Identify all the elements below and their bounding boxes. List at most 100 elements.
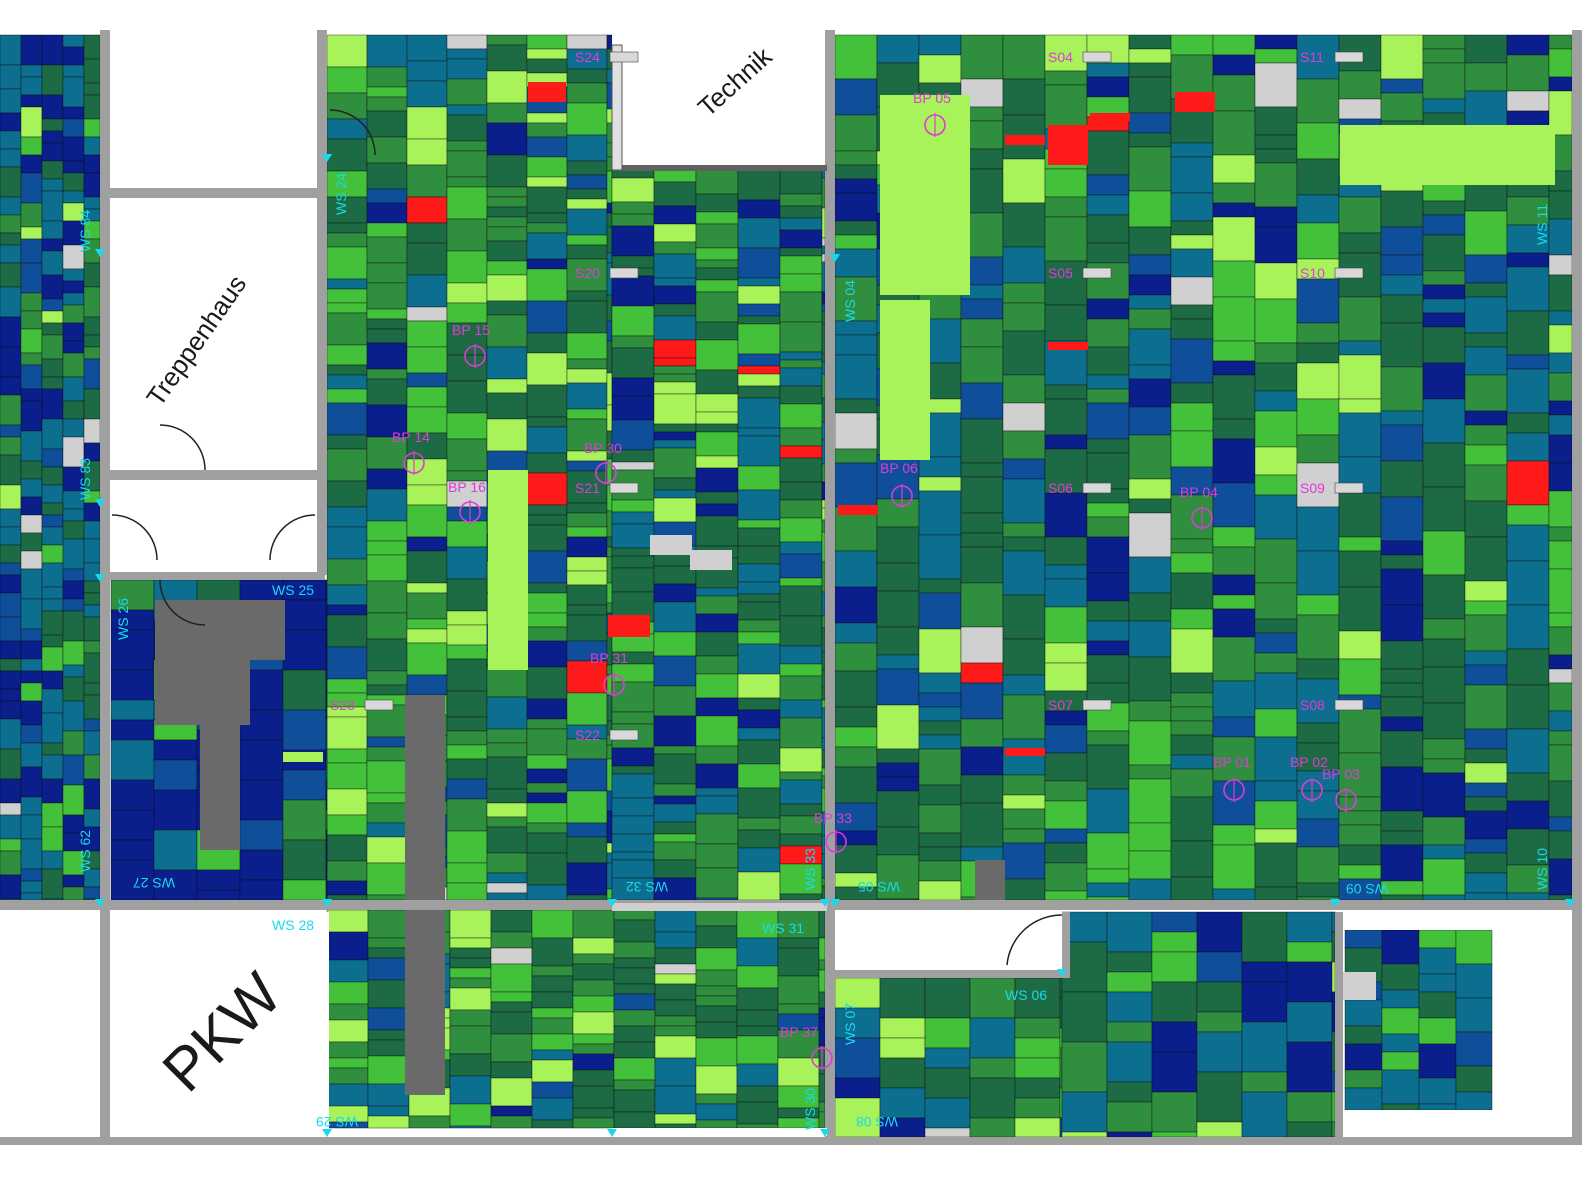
heatmap-cell-708: [737, 673, 781, 699]
heatmap-cell-286: [366, 554, 408, 582]
heatmap-cell-365: [446, 546, 488, 580]
heatmap-cell-1196: [1338, 658, 1382, 696]
heatmap-cell-1281: [1464, 346, 1508, 376]
heatmap-cell-360: [446, 438, 488, 472]
heatmap-cell-939: [1002, 478, 1046, 524]
heatmap-cell-826: [834, 726, 878, 748]
heatmap-cell-1185: [1338, 296, 1382, 342]
heatmap-cell-536: [606, 510, 613, 538]
heatmap-cell-1659: [1196, 1071, 1243, 1123]
heatmap-cell-1051: [1128, 778, 1172, 824]
heatmap-cell-1346: [1548, 372, 1573, 402]
heatmap-cell-919: [960, 718, 1004, 748]
heatmap-cell-705: [737, 619, 781, 633]
wall-v4: [1572, 30, 1582, 1142]
heatmap-cell-1575: [777, 937, 820, 949]
heatmap-cell-1585: [818, 909, 826, 939]
heatmap-cell-1702: [1418, 1017, 1457, 1045]
heatmap-cell-94: [41, 220, 64, 240]
heatmap-cell-651: [695, 339, 739, 371]
heatmap-cell-916: [960, 626, 1004, 664]
heatmap-cell-1020: [1086, 868, 1130, 884]
heatmap-cell-913: [960, 532, 1004, 548]
heatmap-cell-568: [611, 347, 655, 379]
heatmap-cell-758: [779, 893, 823, 901]
heatmap-cell-1674: [1331, 911, 1336, 933]
heatmap-cell-573: [611, 461, 655, 471]
heatmap-cell-479: [566, 234, 608, 246]
heatmap-cell-348: [446, 140, 488, 152]
wall-station-label: WS 24: [333, 173, 349, 215]
heatmap-cell-91: [41, 160, 64, 180]
heatmap-cell-1414: [282, 629, 327, 671]
heatmap-cell-1323: [1506, 560, 1550, 606]
heatmap-cell-1060: [1170, 192, 1214, 222]
sensor-label: S20: [575, 265, 600, 281]
heatmap-cell-1533: [613, 1079, 656, 1091]
heatmap-cell-1529: [613, 1009, 656, 1027]
heatmap-cell-791: [821, 737, 826, 751]
heatmap-cell-1550: [695, 909, 738, 927]
heatmap-cell-795: [821, 787, 826, 813]
heatmap-cell-205: [83, 616, 101, 642]
heatmap-cell-617: [653, 447, 697, 479]
heatmap-cell-355: [446, 302, 488, 324]
heatmap-cell-1310: [1506, 182, 1550, 198]
room-vestibule: [111, 484, 317, 572]
heatmap-cell-1187: [1338, 354, 1382, 400]
heatmap-cell-1226: [1380, 604, 1424, 642]
heatmap-cell-1637: [1106, 911, 1153, 953]
heatmap-cell-831: [834, 844, 878, 874]
heatmap-cell-1581: [777, 1057, 820, 1087]
heatmap-cell-1421: [282, 879, 327, 901]
heatmap-cell-1207: [1380, 78, 1424, 94]
heatmap-cell-1077: [1170, 628, 1214, 674]
heatmap-cell-1339: [1548, 190, 1573, 220]
heatmap-cell-886: [918, 706, 962, 722]
heatmap-cell-1697: [1381, 1103, 1420, 1111]
heatmap-cell-1127: [1254, 298, 1298, 344]
heatmap-cell-1527: [613, 983, 656, 995]
heatmap-cell-1435: [326, 931, 369, 961]
heatmap-cell-1513: [572, 995, 615, 1013]
heatmap-cell-1012: [1086, 640, 1130, 656]
heatmap-cell-234: [326, 344, 368, 366]
heatmap-cell-208: [83, 682, 101, 696]
heatmap-cell-1558: [695, 1037, 738, 1067]
heatmap-cell-1433: [325, 869, 328, 901]
bore-point-label: BP 04: [1180, 484, 1218, 500]
heatmap-cell-81: [20, 838, 43, 870]
heatmap-cell-308: [406, 164, 448, 198]
heatmap-cell-618: [653, 477, 697, 491]
heatmap-cell-476: [566, 188, 608, 200]
heatmap-cell-1657: [1196, 1011, 1243, 1033]
heatmap-cell-942: [1002, 550, 1046, 596]
heatmap-cell-1075: [1170, 572, 1214, 610]
heatmap-cell-1568: [736, 1025, 779, 1037]
heatmap-cell-1423: [325, 619, 328, 641]
heatmap-cell-1432: [325, 849, 328, 871]
sensor-box: [609, 729, 639, 741]
heatmap-cell-248: [326, 646, 368, 680]
heatmap-cell-13: [0, 316, 22, 348]
heatmap-cell-1514: [572, 1011, 615, 1035]
heatmap-cell-1098: [1212, 340, 1256, 362]
heatmap-cell-590: [611, 765, 655, 775]
heatmap-cell-497: [566, 556, 608, 572]
heatmap-cell-1300: [1464, 810, 1508, 840]
heatmap-cell-1604: [879, 1057, 926, 1089]
heatmap-cell-1011: [1086, 620, 1130, 642]
heatmap-cell-734: [779, 427, 823, 447]
heatmap-cell-149: [62, 352, 85, 378]
heatmap-cell-447: [526, 514, 568, 526]
heatmap-cell-1256: [1422, 486, 1466, 532]
heatmap-cell-262: [366, 66, 408, 88]
heatmap-cell-1272: [1464, 90, 1508, 128]
heatmap-cell-1282: [1464, 374, 1508, 412]
bore-point-label: BP 33: [814, 810, 852, 826]
heatmap-cell-1478: [449, 1025, 492, 1055]
heatmap-cell-78: [20, 766, 43, 798]
heatmap-cell-579: [611, 555, 655, 569]
heatmap-cell-1102: [1212, 438, 1256, 484]
